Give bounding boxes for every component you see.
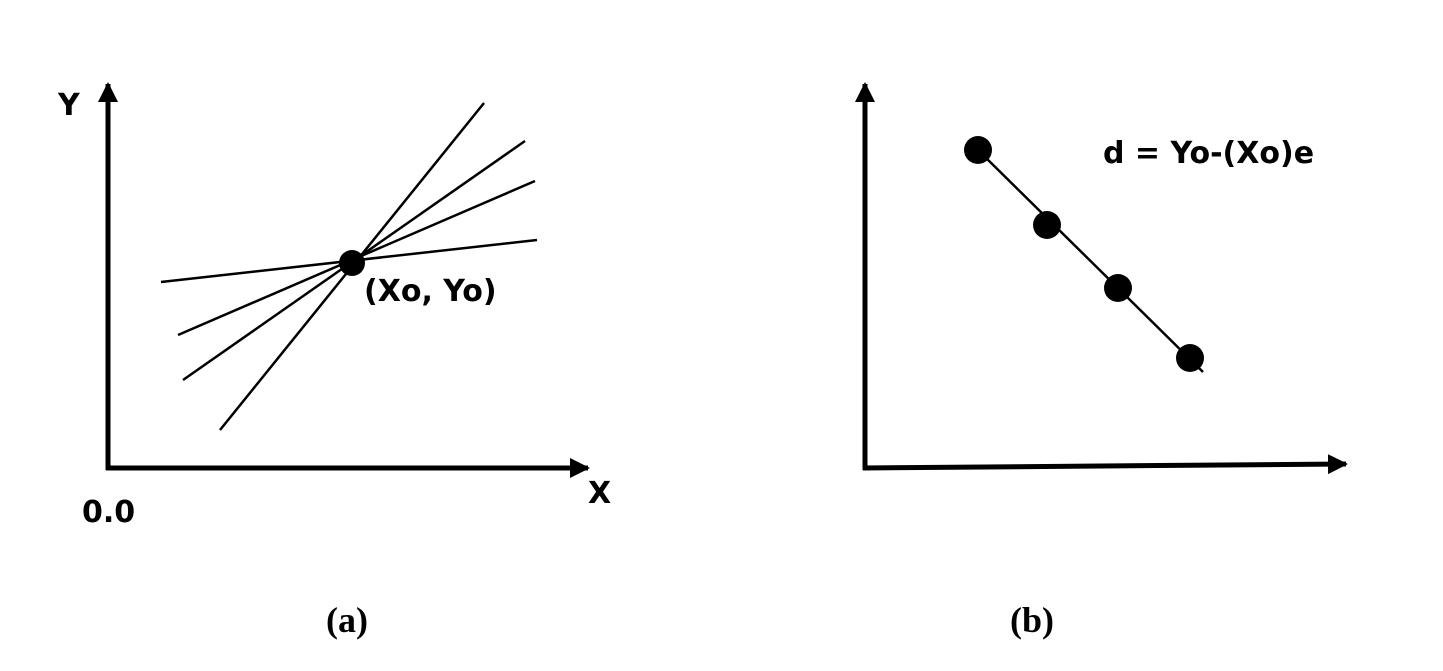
line [977,149,1204,373]
panel-a: Y X 0.0 (Xo, Yo) (a) [57,82,611,640]
y-axis-label: Y [57,88,81,123]
x-axis-label: X [588,476,611,511]
origin-label: 0.0 [82,495,135,530]
point [339,250,365,276]
caption: (b) [1010,600,1054,640]
point [1104,274,1132,302]
point [1033,211,1061,239]
panel-b: d = Yo-(Xo)e (b) [855,82,1348,640]
point-label: (Xo, Yo) [364,274,497,309]
caption: (a) [326,600,368,640]
point [1176,344,1204,372]
equation: d = Yo-(Xo)e [1103,136,1314,171]
x-axis [862,454,1348,475]
point [964,136,992,164]
